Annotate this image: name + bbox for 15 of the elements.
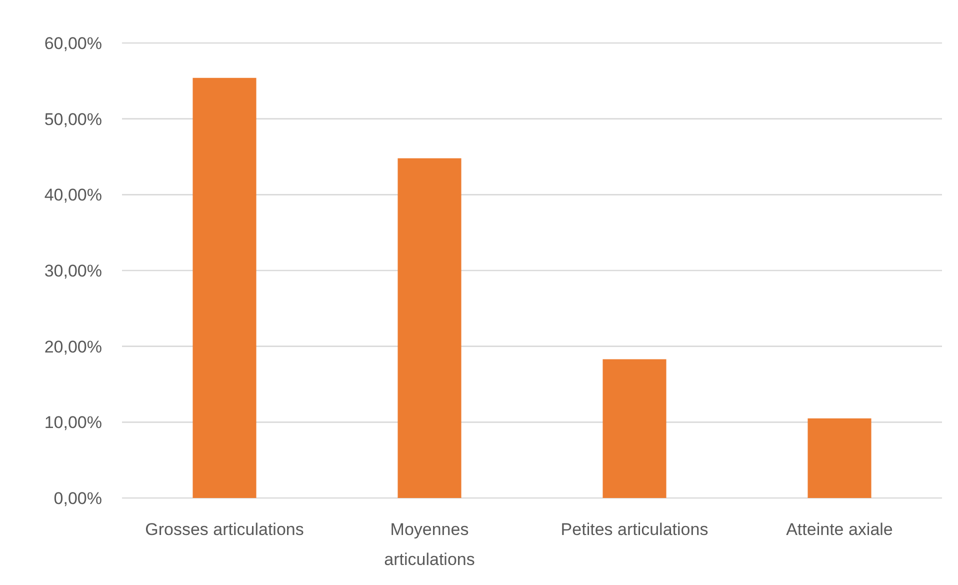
y-tick-label: 60,00%	[44, 34, 102, 53]
y-tick-label: 40,00%	[44, 186, 102, 205]
y-tick-label: 50,00%	[44, 110, 102, 129]
x-tick-label: Petites articulations	[560, 520, 708, 539]
y-tick-label: 20,00%	[44, 337, 102, 356]
bar	[808, 418, 872, 498]
bar	[602, 359, 666, 498]
y-tick-label: 0,00%	[54, 488, 102, 508]
y-tick-label: 10,00%	[44, 413, 102, 432]
x-tick-label: Moyennes articulations	[384, 520, 475, 569]
bar	[398, 158, 462, 498]
x-tick-label: Atteinte axiale	[786, 520, 893, 539]
y-tick-label: 30,00%	[44, 261, 102, 280]
bar	[192, 78, 256, 498]
x-tick-label: Grosses articulations	[145, 520, 304, 539]
